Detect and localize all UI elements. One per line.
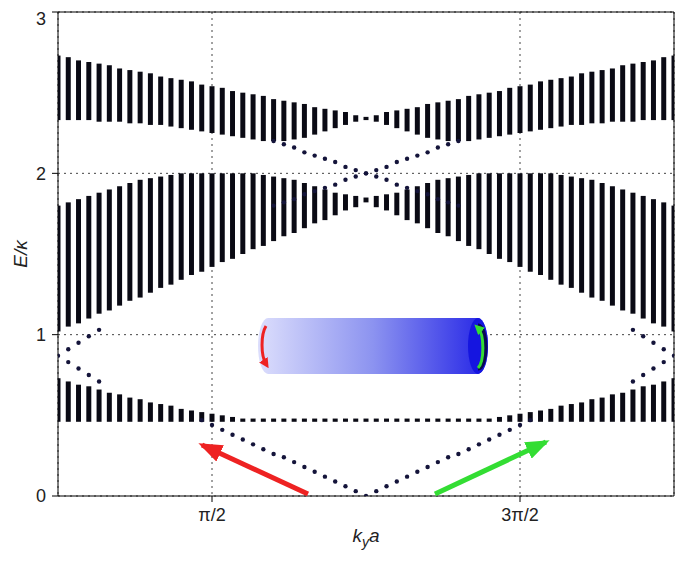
svg-text:3π/2: 3π/2 (501, 505, 538, 525)
svg-text:E/κ: E/κ (10, 239, 31, 268)
svg-text:2: 2 (36, 164, 46, 184)
svg-text:0: 0 (36, 486, 46, 506)
svg-text:1: 1 (36, 325, 46, 345)
svg-text:π/2: π/2 (198, 505, 225, 525)
svg-text:kya: kya (352, 525, 379, 550)
svg-text:3: 3 (36, 9, 46, 29)
